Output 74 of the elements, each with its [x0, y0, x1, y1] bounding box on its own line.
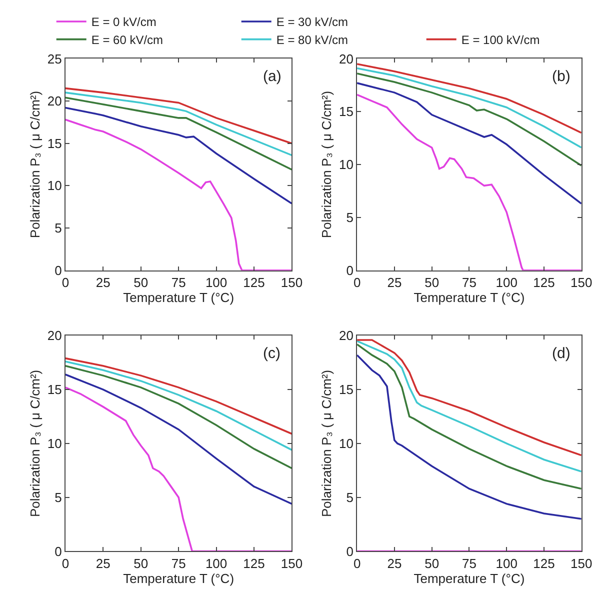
line-series	[65, 106, 292, 204]
annotation: (a)	[263, 68, 282, 85]
legend-label: E = 0 kV/cm	[91, 15, 156, 30]
line-series	[65, 364, 292, 470]
line-series	[357, 94, 582, 270]
line-series	[357, 63, 582, 134]
line-series	[65, 360, 292, 451]
y-axis-title: Polarization P₃ ( μ C/cm²)	[318, 370, 334, 518]
x-tick-label: 25	[96, 556, 110, 571]
x-tick-label: 100	[205, 556, 228, 571]
x-tick-label: 150	[570, 274, 592, 290]
x-tick-label: 125	[533, 556, 555, 571]
x-tick-label: 75	[462, 274, 476, 290]
y-tick-label: 0	[346, 544, 354, 559]
line-series	[65, 92, 292, 156]
y-tick-label: 20	[47, 94, 62, 109]
y-tick-label: 20	[47, 328, 62, 344]
x-tick-label: 50	[134, 556, 148, 571]
x-tick-label: 50	[134, 274, 148, 290]
x-tick-label: 100	[496, 274, 518, 290]
y-tick-label: 10	[47, 436, 62, 452]
x-tick-label: 25	[387, 274, 402, 290]
y-tick-label: 15	[47, 382, 62, 398]
line-series	[65, 96, 292, 170]
x-tick-label: 50	[424, 274, 440, 290]
legend-label: E = 30 kV/cm	[276, 15, 348, 30]
x-axis-title: Temperature T (°C)	[414, 570, 525, 586]
y-tick-label: 0	[54, 262, 62, 278]
y-tick-label: 25	[47, 51, 62, 66]
legend-label: E = 80 kV/cm	[276, 32, 348, 47]
annotation: (b)	[552, 68, 570, 85]
x-tick-label: 150	[280, 274, 303, 290]
x-tick-label: 125	[243, 556, 265, 571]
line-series	[65, 374, 292, 505]
line-series	[65, 118, 292, 270]
y-tick-label: 15	[47, 136, 62, 151]
x-tick-label: 25	[96, 274, 110, 290]
y-tick-label: 5	[346, 490, 354, 505]
y-tick-label: 10	[338, 436, 354, 452]
y-tick-label: 15	[338, 104, 354, 120]
x-tick-label: 75	[171, 274, 186, 290]
x-tick-label: 100	[496, 556, 518, 571]
y-tick-label: 20	[338, 51, 354, 66]
x-tick-label: 125	[243, 274, 265, 290]
x-tick-label: 75	[171, 556, 186, 571]
x-tick-label: 25	[387, 556, 402, 571]
x-tick-label: 75	[462, 556, 476, 571]
y-tick-label: 5	[346, 210, 354, 225]
x-axis-title: Temperature T (°C)	[123, 290, 234, 305]
legend-label: E = 100 kV/cm	[461, 32, 540, 47]
x-tick-label: 150	[280, 556, 303, 571]
x-tick-label: 100	[205, 274, 228, 290]
x-axis-title: Temperature T (°C)	[414, 290, 525, 305]
y-tick-label: 10	[47, 178, 62, 194]
y-axis-title: Polarization P₃ ( μ C/cm²)	[27, 370, 42, 518]
y-tick-label: 0	[346, 262, 354, 278]
y-axis-title: Polarization P₃ ( μ C/cm²)	[318, 90, 334, 238]
x-tick-label: 50	[424, 556, 440, 571]
y-axis-title: Polarization P₃ ( μ C/cm²)	[27, 90, 42, 238]
y-tick-label: 5	[54, 490, 62, 505]
x-axis-title: Temperature T (°C)	[123, 570, 234, 586]
y-tick-label: 5	[54, 220, 62, 236]
y-tick-label: 0	[54, 544, 62, 559]
annotation: (c)	[263, 345, 280, 362]
y-tick-label: 20	[338, 328, 354, 344]
y-tick-label: 10	[338, 157, 354, 172]
x-tick-label: 125	[533, 274, 555, 290]
annotation: (d)	[552, 345, 570, 362]
line-series	[65, 386, 292, 552]
line-series	[357, 67, 582, 148]
x-tick-label: 150	[570, 556, 592, 571]
legend-label: E = 60 kV/cm	[91, 32, 164, 47]
line-series	[65, 87, 292, 144]
y-tick-label: 15	[338, 382, 354, 398]
